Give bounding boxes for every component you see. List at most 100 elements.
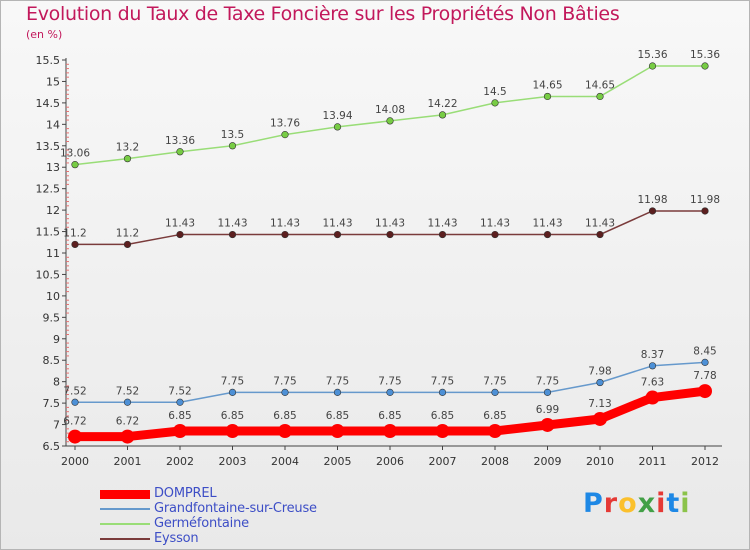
data-label: 11.98 — [690, 194, 720, 206]
data-label: 7.52 — [63, 385, 86, 397]
data-point — [71, 161, 79, 169]
data-label: 7.52 — [116, 385, 139, 397]
data-point — [120, 429, 135, 444]
data-point — [333, 230, 342, 239]
data-point — [176, 148, 184, 156]
y-tick-label: 7 — [53, 419, 60, 432]
legend-swatch — [100, 489, 150, 499]
brand-logo-letter: x — [637, 488, 657, 519]
data-point — [383, 423, 397, 438]
data-point — [330, 423, 345, 438]
y-tick-label: 14.5 — [36, 97, 61, 110]
data-label: 11.2 — [63, 227, 86, 239]
data-point — [278, 423, 292, 438]
brand-logo-letter: i — [680, 488, 691, 519]
data-label: 6.85 — [273, 410, 296, 422]
data-point — [543, 92, 552, 101]
data-point — [701, 62, 709, 70]
x-tick-label: 2003 — [219, 455, 247, 468]
data-label: 11.43 — [165, 218, 195, 230]
y-tick-label: 6.5 — [43, 440, 61, 453]
data-point — [438, 230, 447, 239]
data-point — [71, 240, 79, 249]
data-label: 13.76 — [270, 118, 300, 130]
data-label: 11.2 — [116, 227, 139, 239]
data-label: 15.36 — [637, 49, 667, 61]
x-tick-label: 2004 — [271, 455, 299, 468]
data-label: 8.37 — [641, 349, 664, 361]
data-label: 6.72 — [116, 416, 139, 428]
x-tick-label: 2008 — [481, 455, 509, 468]
x-tick-label: 2010 — [586, 455, 614, 468]
data-point — [543, 230, 552, 239]
y-tick-label: 11.5 — [36, 226, 61, 239]
x-tick-label: 2011 — [639, 455, 667, 468]
y-tick-label: 10 — [46, 290, 60, 303]
data-point — [593, 411, 607, 426]
y-tick-label: 10.5 — [36, 268, 61, 281]
data-label: 7.75 — [326, 375, 349, 387]
x-tick-label: 2009 — [534, 455, 562, 468]
data-label: 7.52 — [168, 385, 191, 397]
data-point — [435, 423, 450, 438]
y-tick-label: 15.5 — [36, 54, 61, 67]
data-point — [540, 417, 555, 432]
data-point — [228, 142, 237, 150]
y-tick-label: 12.5 — [36, 183, 61, 196]
data-label: 7.63 — [641, 377, 664, 389]
data-label: 6.85 — [378, 410, 401, 422]
data-label: 13.36 — [165, 135, 195, 147]
data-point — [68, 429, 82, 444]
data-label: 14.65 — [585, 79, 615, 91]
data-label: 7.13 — [588, 398, 611, 410]
data-point — [648, 62, 657, 70]
data-label: 7.75 — [378, 375, 401, 387]
y-tick-label: 9.5 — [43, 311, 61, 324]
x-tick-label: 2001 — [114, 455, 142, 468]
data-label: 6.85 — [326, 410, 349, 422]
data-point — [123, 155, 132, 163]
series-eysson: 11.2 11.2 11.43 11.43 11.43 11.43 11.43 11.43 11… — [63, 194, 720, 249]
legend-item: Grandfontaine-sur-Creuse — [100, 501, 360, 516]
data-label: 14.08 — [375, 104, 405, 116]
data-label: 11.43 — [532, 218, 562, 230]
x-tick-label: 2007 — [429, 455, 457, 468]
series-domprel: 6.72 6.72 6.85 6.85 6.85 6.85 6.85 6.85 6.85 6.99… — [63, 370, 717, 444]
brand-logo-letter: i — [656, 488, 667, 519]
legend-label: Germéfontaine — [154, 516, 249, 531]
data-label: 7.75 — [431, 375, 454, 387]
y-tick-label: 7.5 — [43, 397, 61, 410]
data-point — [228, 388, 237, 396]
legend-swatch — [100, 523, 150, 525]
data-point — [596, 92, 604, 101]
data-point — [228, 230, 237, 239]
data-point — [438, 111, 447, 119]
data-label: 6.99 — [536, 404, 559, 416]
data-point — [333, 123, 342, 131]
data-label: 14.22 — [427, 98, 457, 110]
y-tick-label: 8 — [53, 376, 60, 389]
data-point — [543, 388, 552, 396]
series-germ-fontaine: 13.06 13.2 13.36 13.5 13.76 13.94 14.08 14.22 14… — [60, 49, 720, 169]
data-point — [488, 423, 502, 438]
data-label: 13.06 — [60, 148, 90, 160]
data-point — [123, 398, 132, 406]
data-point — [281, 230, 289, 239]
y-tick-label: 8.5 — [43, 354, 61, 367]
data-label: 11.43 — [270, 218, 300, 230]
legend-item: Germéfontaine — [100, 516, 360, 531]
y-tick-label: 13 — [46, 161, 60, 174]
brand-logo-letter: t — [666, 488, 681, 519]
data-point — [648, 362, 657, 370]
data-point — [701, 358, 709, 366]
data-point — [281, 388, 289, 396]
data-point — [173, 423, 187, 438]
data-point — [386, 388, 394, 396]
chart-title: Evolution du Taux de Taxe Foncière sur l… — [26, 3, 620, 25]
brand-logo-letter: P — [583, 488, 604, 519]
data-label: 6.85 — [221, 410, 244, 422]
data-label: 11.43 — [480, 218, 510, 230]
data-label: 6.85 — [168, 410, 191, 422]
legend-label: DOMPREL — [154, 486, 217, 501]
y-tick-label: 15 — [46, 75, 60, 88]
